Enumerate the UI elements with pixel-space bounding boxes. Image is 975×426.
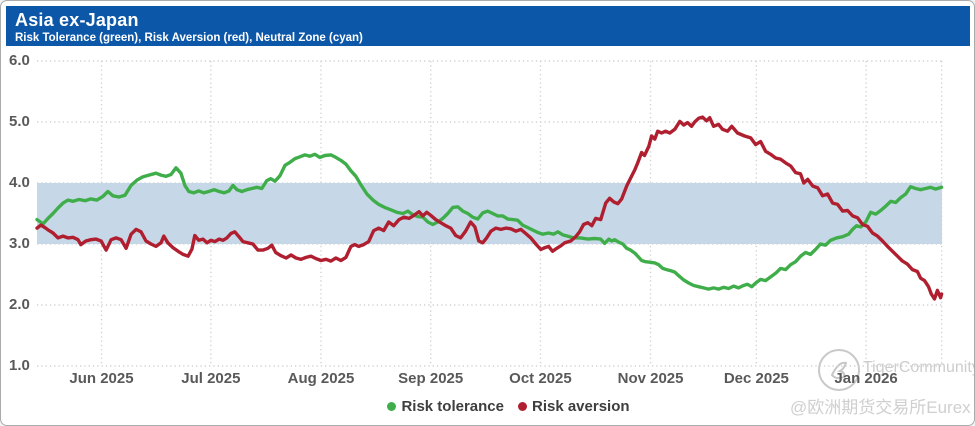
legend-label-risk-tolerance: Risk tolerance bbox=[401, 398, 504, 415]
x-axis-tick-label: Nov 2025 bbox=[617, 370, 684, 387]
x-axis-tick-label: Sep 2025 bbox=[398, 370, 464, 387]
y-axis-tick-label: 4.0 bbox=[9, 174, 30, 191]
legend-label-risk-aversion: Risk aversion bbox=[531, 398, 630, 415]
watermark-eurex-text: @欧洲期货交易所Eurex bbox=[790, 398, 971, 417]
risk-aversion-marker-icon bbox=[517, 402, 527, 411]
x-axis-tick-label: Jul 2025 bbox=[181, 370, 241, 387]
y-axis-tick-label: 3.0 bbox=[9, 235, 30, 252]
risk-tolerance-marker-icon bbox=[387, 402, 397, 411]
watermark-community-text: TigerCommunity/ bbox=[863, 359, 975, 376]
tiger-logo-icon bbox=[818, 349, 860, 391]
y-axis-tick-label: 5.0 bbox=[9, 113, 30, 130]
risk-tolerance-line bbox=[35, 152, 944, 291]
chart-title: Asia ex-Japan bbox=[15, 10, 139, 30]
chart-subtitle: Risk Tolerance (green), Risk Aversion (r… bbox=[15, 32, 363, 44]
chart-header: Asia ex-Japan Risk Tolerance (green), Ri… bbox=[6, 6, 970, 46]
plot-svg bbox=[35, 60, 944, 367]
legend: Risk tolerance Risk aversion bbox=[1, 398, 974, 415]
y-axis-tick-label: 2.0 bbox=[9, 296, 30, 313]
legend-item-risk-aversion: Risk aversion bbox=[517, 398, 630, 415]
y-axis-tick-label: 1.0 bbox=[9, 357, 30, 374]
x-axis-tick-label: Aug 2025 bbox=[287, 370, 355, 387]
x-axis-tick-label: Oct 2025 bbox=[509, 370, 572, 387]
x-axis-tick-label: Jun 2025 bbox=[69, 370, 134, 387]
x-axis-tick-label: Jan 2026 bbox=[834, 370, 898, 387]
y-axis-tick-label: 6.0 bbox=[9, 52, 30, 69]
legend-item-risk-tolerance: Risk tolerance bbox=[387, 398, 504, 415]
risk-aversion-line bbox=[35, 115, 944, 301]
x-axis-tick-label: Dec 2025 bbox=[723, 370, 789, 387]
